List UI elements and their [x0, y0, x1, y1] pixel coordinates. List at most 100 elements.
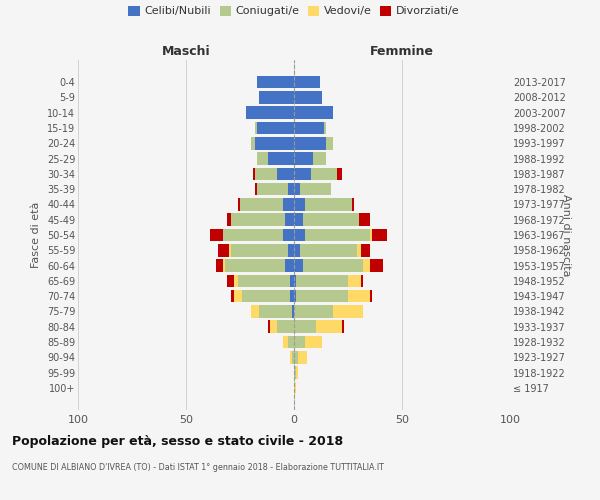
Bar	[232, 214, 286, 226]
Bar	[223, 228, 283, 241]
Bar	[296, 366, 298, 379]
Bar	[251, 137, 255, 149]
Bar	[283, 198, 294, 210]
Bar	[277, 320, 294, 333]
Bar	[361, 274, 363, 287]
Bar	[286, 214, 294, 226]
Bar	[294, 320, 316, 333]
Bar	[372, 228, 387, 241]
Y-axis label: Fasce di età: Fasce di età	[31, 202, 41, 268]
Bar	[294, 366, 296, 379]
Bar	[294, 106, 333, 119]
Bar	[225, 260, 286, 272]
Bar	[292, 351, 294, 364]
Bar	[251, 305, 259, 318]
Bar	[348, 274, 361, 287]
Bar	[257, 122, 294, 134]
Bar	[233, 290, 242, 302]
Bar	[324, 122, 326, 134]
Bar	[302, 260, 363, 272]
Bar	[257, 152, 268, 165]
Bar	[294, 214, 302, 226]
Bar	[370, 260, 383, 272]
Bar	[294, 91, 322, 104]
Bar	[341, 320, 344, 333]
Bar	[294, 152, 313, 165]
Bar	[333, 305, 363, 318]
Bar	[218, 244, 229, 256]
Bar	[232, 244, 287, 256]
Bar	[305, 336, 322, 348]
Bar	[294, 137, 326, 149]
Text: COMUNE DI ALBIANO D'IVREA (TO) - Dati ISTAT 1° gennaio 2018 - Elaborazione TUTTI: COMUNE DI ALBIANO D'IVREA (TO) - Dati IS…	[12, 462, 384, 471]
Bar	[277, 168, 294, 180]
Bar	[294, 382, 296, 394]
Bar	[268, 152, 294, 165]
Bar	[255, 137, 294, 149]
Bar	[311, 168, 337, 180]
Bar	[290, 351, 292, 364]
Bar	[294, 305, 333, 318]
Bar	[240, 198, 283, 210]
Bar	[216, 260, 223, 272]
Bar	[268, 320, 270, 333]
Bar	[210, 228, 223, 241]
Bar	[296, 274, 348, 287]
Bar	[301, 183, 331, 196]
Bar	[223, 260, 225, 272]
Bar	[233, 274, 238, 287]
Bar	[232, 290, 233, 302]
Bar	[238, 198, 240, 210]
Bar	[253, 168, 255, 180]
Text: Femmine: Femmine	[370, 44, 434, 58]
Bar	[257, 76, 294, 88]
Bar	[259, 91, 294, 104]
Bar	[361, 244, 370, 256]
Bar	[305, 228, 370, 241]
Bar	[255, 122, 257, 134]
Bar	[294, 244, 301, 256]
Bar	[348, 290, 370, 302]
Bar	[316, 320, 341, 333]
Bar	[287, 244, 294, 256]
Bar	[238, 274, 290, 287]
Bar	[370, 290, 372, 302]
Bar	[296, 290, 348, 302]
Bar	[294, 168, 311, 180]
Bar	[287, 183, 294, 196]
Bar	[337, 168, 341, 180]
Bar	[294, 76, 320, 88]
Bar	[370, 228, 372, 241]
Bar	[283, 336, 287, 348]
Bar	[294, 336, 305, 348]
Text: Maschi: Maschi	[161, 44, 211, 58]
Bar	[294, 290, 296, 302]
Bar	[287, 336, 294, 348]
Bar	[305, 198, 352, 210]
Bar	[294, 198, 305, 210]
Bar	[270, 320, 277, 333]
Bar	[283, 228, 294, 241]
Bar	[255, 183, 257, 196]
Bar	[356, 244, 361, 256]
Bar	[352, 198, 355, 210]
Bar	[313, 152, 326, 165]
Bar	[259, 305, 292, 318]
Bar	[294, 183, 301, 196]
Bar	[302, 214, 359, 226]
Bar	[242, 290, 290, 302]
Bar	[359, 214, 370, 226]
Bar	[363, 260, 370, 272]
Bar	[255, 168, 277, 180]
Bar	[294, 274, 296, 287]
Y-axis label: Anni di nascita: Anni di nascita	[561, 194, 571, 276]
Bar	[286, 260, 294, 272]
Bar	[227, 274, 233, 287]
Bar	[294, 351, 298, 364]
Bar	[290, 274, 294, 287]
Bar	[292, 305, 294, 318]
Bar	[227, 214, 232, 226]
Legend: Celibi/Nubili, Coniugati/e, Vedovi/e, Divorziati/e: Celibi/Nubili, Coniugati/e, Vedovi/e, Di…	[128, 6, 460, 16]
Bar	[290, 290, 294, 302]
Bar	[301, 244, 356, 256]
